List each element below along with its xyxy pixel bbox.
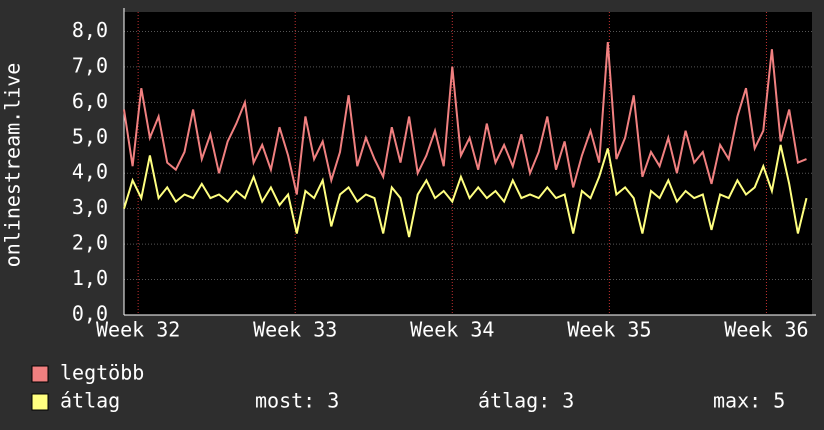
legend-label: átlag [60, 389, 120, 413]
stat: max: 5 [713, 389, 785, 413]
y-tick-label: 3,0 [72, 195, 108, 219]
stat: átlag: 3 [478, 389, 574, 413]
legend-swatch [31, 393, 49, 411]
legend-label: legtöbb [60, 361, 144, 385]
stat: most: 3 [255, 389, 339, 413]
x-tick-label: Week 36 [724, 318, 808, 342]
x-tick-label: Week 33 [253, 318, 337, 342]
y-tick-label: 6,0 [72, 89, 108, 113]
y-tick-label: 1,0 [72, 266, 108, 290]
series-line [123, 144, 808, 238]
y-tick-label: 2,0 [72, 231, 108, 255]
x-tick-label: Week 32 [96, 318, 180, 342]
y-axis-label: onlinestream.live [1, 63, 25, 268]
y-tick-label: 8,0 [72, 18, 108, 42]
y-tick-label: 5,0 [72, 124, 108, 148]
y-tick-label: 4,0 [72, 160, 108, 184]
x-tick-label: Week 34 [410, 318, 494, 342]
legend-swatch [31, 365, 49, 383]
y-tick-label: 0,0 [72, 302, 108, 326]
y-tick-label: 7,0 [72, 53, 108, 77]
x-tick-label: Week 35 [567, 318, 651, 342]
plot-area [124, 12, 812, 315]
series-line [123, 42, 807, 195]
